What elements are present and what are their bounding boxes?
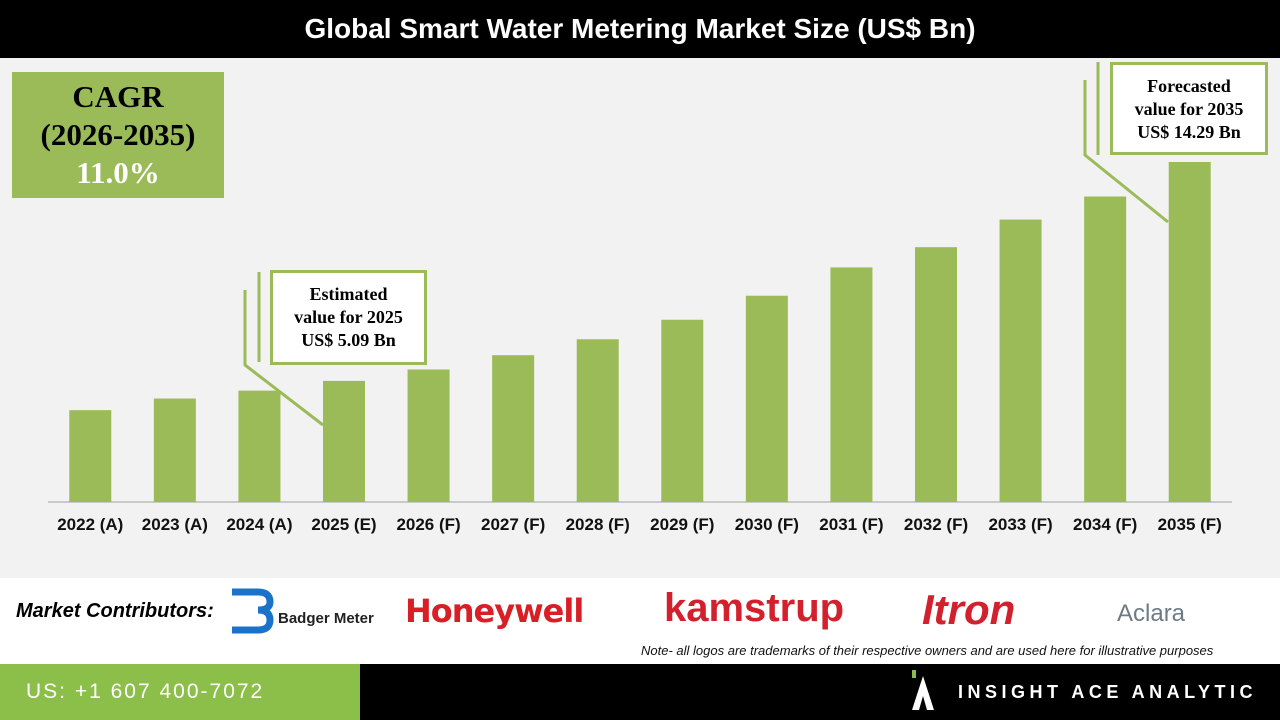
logo: Itron bbox=[922, 586, 1016, 633]
bar bbox=[745, 295, 788, 502]
logo: Badger Meter bbox=[278, 610, 374, 627]
brand: INSIGHT ACE ANALYTIC bbox=[958, 682, 1258, 702]
bar bbox=[153, 398, 196, 502]
x-tick-label: 2032 (F) bbox=[904, 515, 968, 534]
annotation-line: Forecasted bbox=[1147, 76, 1231, 96]
cagr-value: 11.0% bbox=[76, 155, 160, 190]
annotation: Estimated value for 2025 US$ 5.09 Bn bbox=[270, 270, 427, 365]
phone: US: +1 607 400-7072 bbox=[0, 664, 360, 720]
note: Note- all logos are trademarks of their … bbox=[641, 643, 1214, 658]
x-tick-label: 2026 (F) bbox=[396, 515, 460, 534]
bar bbox=[69, 410, 112, 502]
bar bbox=[830, 267, 873, 502]
x-tick-label: 2025 (E) bbox=[311, 515, 376, 534]
leader-line bbox=[243, 290, 324, 427]
x-tick-label: 2022 (A) bbox=[57, 515, 123, 534]
icon-shape bbox=[912, 670, 916, 678]
bar bbox=[1084, 196, 1127, 503]
cagr-label: CAGR bbox=[72, 79, 164, 114]
bar bbox=[1168, 162, 1211, 502]
annotation-line: US$ 14.29 Bn bbox=[1137, 122, 1241, 142]
cagr-box: CAGR (2026-2035) 11.0% bbox=[12, 72, 224, 198]
x-tick-label: 2029 (F) bbox=[650, 515, 714, 534]
leader-line bbox=[1083, 80, 1169, 224]
bar bbox=[407, 369, 450, 502]
x-tick-label: 2031 (F) bbox=[819, 515, 883, 534]
bar bbox=[661, 319, 704, 502]
x-tick-label: 2034 (F) bbox=[1073, 515, 1137, 534]
leader-lines bbox=[243, 62, 1169, 427]
annotation: Forecasted value for 2035 US$ 14.29 Bn bbox=[1110, 62, 1268, 155]
brand-bar bbox=[360, 664, 1280, 720]
cagr-period: (2026-2035) bbox=[40, 117, 196, 152]
bar bbox=[576, 339, 619, 502]
bar bbox=[999, 219, 1042, 502]
annotation-line: value for 2035 bbox=[1134, 99, 1244, 119]
bar bbox=[492, 355, 535, 502]
brand-icon bbox=[912, 670, 934, 710]
x-tick-label: 2033 (F) bbox=[988, 515, 1052, 534]
annotation-line: Estimated bbox=[309, 284, 388, 304]
annotation-line: US$ 5.09 Bn bbox=[301, 330, 396, 350]
badger-icon bbox=[232, 588, 274, 634]
contributors-label: Market Contributors: bbox=[16, 600, 214, 622]
x-tick-label: 2024 (A) bbox=[226, 515, 292, 534]
logo: Aclara bbox=[1117, 600, 1186, 627]
x-tick-label: 2035 (F) bbox=[1158, 515, 1222, 534]
x-tick-label: 2023 (A) bbox=[142, 515, 208, 534]
x-tick-label: 2028 (F) bbox=[566, 515, 630, 534]
x-tick-label: 2027 (F) bbox=[481, 515, 545, 534]
title: Global Smart Water Metering Market Size … bbox=[0, 0, 1280, 58]
annotation-line: value for 2025 bbox=[294, 307, 403, 327]
logo: kamstrup bbox=[664, 586, 845, 630]
icon-shape bbox=[912, 676, 934, 710]
icon-shape bbox=[232, 588, 274, 634]
x-tick-label: 2030 (F) bbox=[735, 515, 799, 534]
bar bbox=[323, 380, 365, 502]
bar bbox=[238, 390, 281, 502]
bar bbox=[915, 247, 957, 502]
chart: 2022 (A) 2023 (A) 2024 (A) 2025 (E) 2026 (F)… bbox=[48, 62, 1232, 534]
logo: Honeywell bbox=[405, 592, 584, 630]
